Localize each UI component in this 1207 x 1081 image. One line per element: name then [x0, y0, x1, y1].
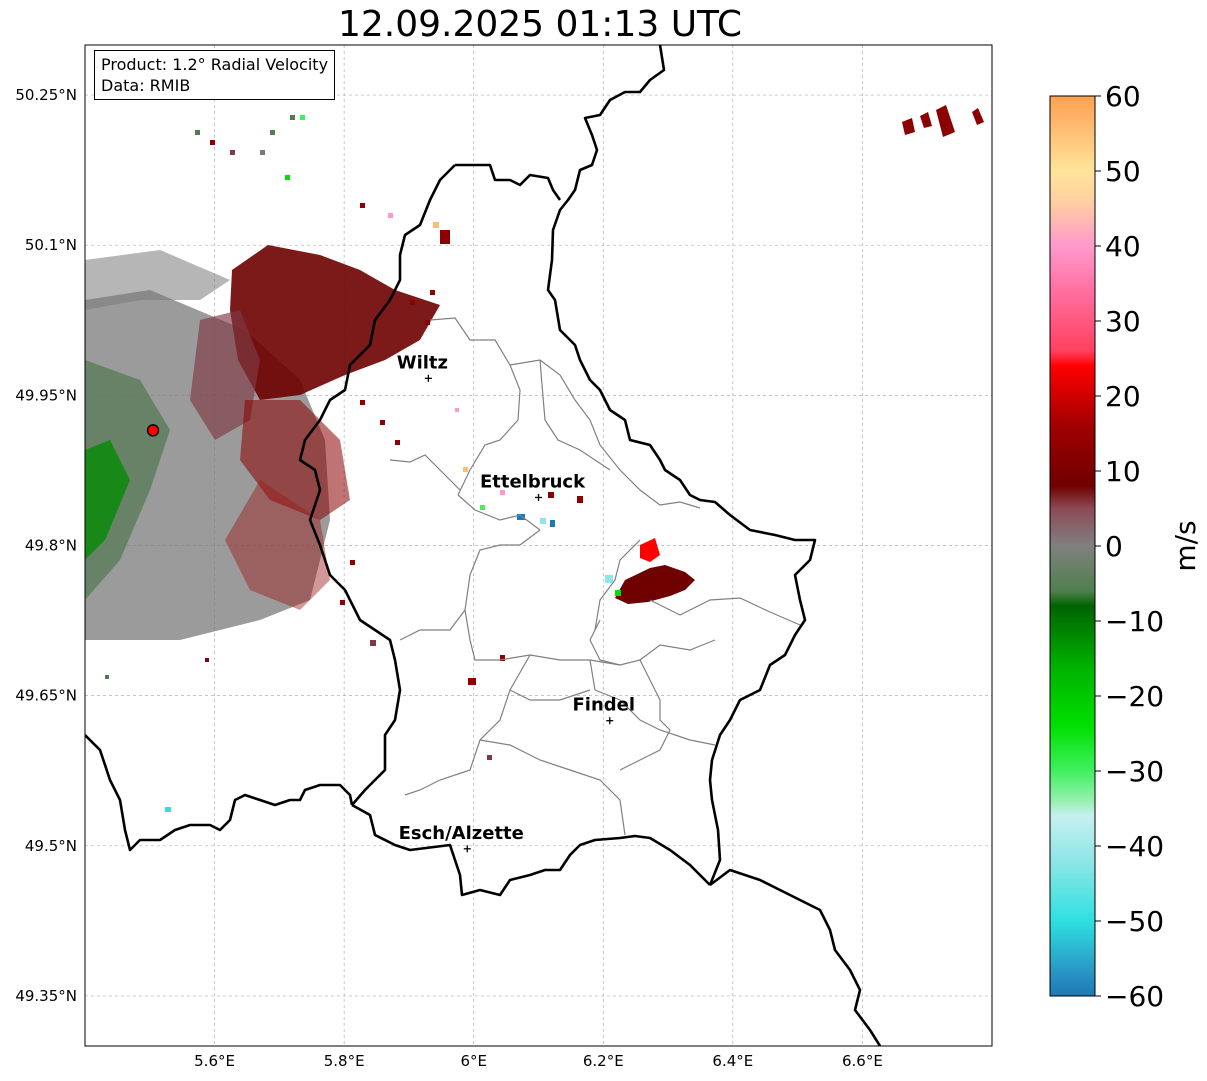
lat-tick-label: 50.1°N: [25, 236, 77, 254]
city-marker: Ettelbruck: [480, 471, 586, 501]
map-frame: [84, 44, 993, 1047]
product-label: Product: 1.2° Radial Velocity: [101, 55, 329, 74]
product-info-box: Product: 1.2° Radial Velocity Data: RMIB: [94, 50, 336, 100]
map-title: 12.09.2025 01:13 UTC: [337, 4, 743, 45]
borders: [85, 45, 882, 1046]
radar-echoes: [85, 105, 984, 812]
lon-tick-label: 6°E: [460, 1052, 487, 1070]
canton-boundaries: [389, 317, 801, 836]
colorbar-tick-label: 10: [1105, 455, 1141, 488]
lon-tick-label: 6.4°E: [712, 1052, 753, 1070]
echo-speckles: [105, 115, 583, 812]
colorbar-tick-label: 0: [1105, 530, 1123, 563]
lat-tick-label: 49.5°N: [25, 837, 77, 855]
colorbar-tick-label: −40: [1105, 830, 1164, 863]
lat-tick-label: 49.65°N: [15, 687, 77, 705]
lon-tick-label: 5.6°E: [194, 1052, 235, 1070]
colorbar-ticks: 60 50 40 30 20 10 0 −10 −20 −30 −40 −50 −60: [1095, 80, 1164, 1013]
colorbar-unit-label: m/s: [1169, 520, 1202, 571]
colorbar-tick-label: 30: [1105, 305, 1141, 338]
city-name: Wiltz: [397, 352, 448, 373]
colorbar-tick-label: −10: [1105, 605, 1164, 638]
city-marker: Esch/Alzette: [399, 823, 524, 853]
echo-cell-northeast: [902, 105, 984, 137]
city-name: Findel: [572, 695, 635, 716]
colorbar-tick-label: 20: [1105, 380, 1141, 413]
longitude-tick-labels: 5.6°E 5.8°E 6°E 6.2°E 6.4°E 6.6°E: [194, 1052, 883, 1070]
city-name: Esch/Alzette: [399, 823, 524, 844]
radar-site-dot: [146, 424, 160, 437]
lat-tick-label: 49.95°N: [15, 386, 77, 404]
latitude-tick-labels: 50.25°N 50.1°N 49.95°N 49.8°N 49.65°N 49.5°N 4…: [15, 86, 77, 1005]
colorbar-tick-label: −60: [1105, 980, 1164, 1013]
national-borders: [85, 45, 882, 1046]
data-source-label: Data: RMIB: [101, 76, 191, 95]
echo-cell-east: [605, 538, 695, 604]
colorbar-tick-label: 60: [1105, 80, 1141, 113]
lat-tick-label: 49.35°N: [15, 987, 77, 1005]
lon-tick-label: 6.6°E: [842, 1052, 883, 1070]
lat-tick-label: 49.8°N: [25, 537, 77, 555]
colorbar-gradient: [1049, 95, 1096, 997]
echo-core-north: [190, 245, 440, 610]
radar-site-marker: [146, 424, 160, 437]
colorbar-tick-label: −50: [1105, 905, 1164, 938]
colorbar-tick-label: −20: [1105, 680, 1164, 713]
lon-tick-label: 6.2°E: [583, 1052, 624, 1070]
city-name: Ettelbruck: [480, 471, 586, 492]
city-labels: Wiltz Ettelbruck Findel Esch/Alzette: [397, 352, 635, 853]
city-marker: Wiltz: [397, 352, 448, 382]
colorbar-tick-label: −30: [1105, 755, 1164, 788]
colorbar-tick-label: 50: [1105, 155, 1141, 188]
colorbar: 60 50 40 30 20 10 0 −10 −20 −30 −40 −50 −60 m/s: [1049, 80, 1202, 1013]
lat-tick-label: 50.25°N: [15, 86, 77, 104]
colorbar-tick-label: 40: [1105, 230, 1141, 263]
lon-tick-label: 5.8°E: [324, 1052, 365, 1070]
city-marker: Findel: [572, 695, 635, 725]
